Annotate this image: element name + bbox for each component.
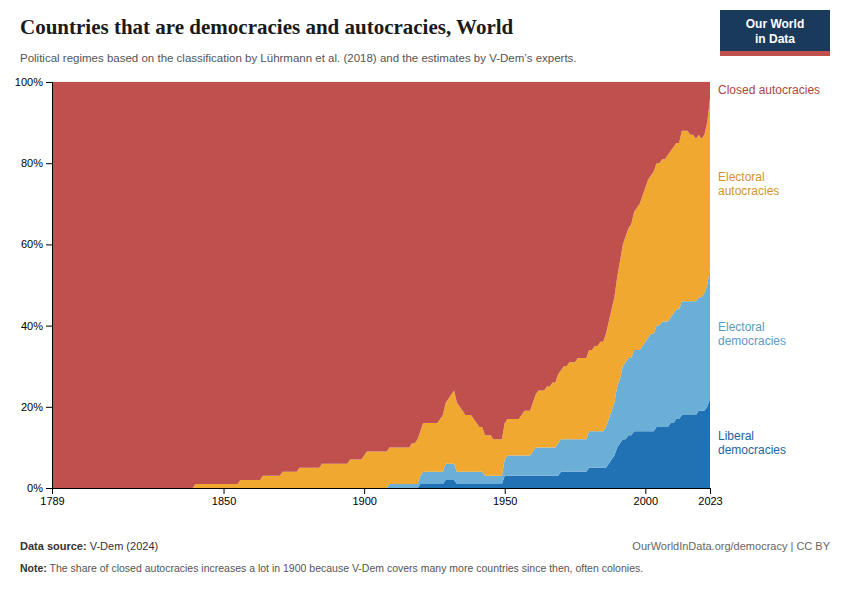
logo-text: Our World	[746, 17, 804, 31]
series-label: Closed autocracies	[718, 83, 820, 97]
tick: 0%	[27, 482, 52, 494]
tick: 40%	[21, 320, 52, 332]
tick: 80%	[21, 157, 52, 169]
tick-label: 1950	[493, 495, 517, 507]
annotation-part: V-Dem (2024)	[87, 540, 159, 552]
series-label-line: Electoral	[718, 320, 765, 334]
plot-area	[52, 82, 710, 488]
series-label-line: democracies	[718, 334, 786, 348]
x-axis: 1789 1850 1900 1950 2000 2023	[40, 488, 722, 507]
annotation-part: Note:	[20, 562, 47, 574]
tick-label: 0%	[27, 482, 43, 494]
annotation-part: The share of closed autocracies increase…	[47, 562, 643, 574]
axis-line	[53, 489, 711, 495]
axis-line	[46, 83, 53, 489]
tick-mark	[46, 488, 52, 489]
series-labels: LiberaldemocraciesElectoraldemocraciesEl…	[718, 83, 820, 457]
annotation-part: Data source:	[20, 540, 87, 552]
tick-mark	[46, 326, 52, 327]
tick-mark	[710, 488, 711, 494]
series-label-line: autocracies	[718, 184, 779, 198]
chart: Countries that are democracies and autoc…	[0, 0, 850, 600]
tick-label: 1850	[212, 495, 236, 507]
title: Countries that are democracies and autoc…	[20, 15, 514, 39]
tick-label: 2023	[698, 495, 722, 507]
logo-strip	[720, 51, 830, 56]
tick-label: 1900	[352, 495, 376, 507]
tick-mark	[46, 163, 52, 164]
tick-mark	[505, 488, 506, 494]
tick-label: 60%	[21, 238, 43, 250]
tick: 1950	[493, 488, 517, 507]
tick-label: 20%	[21, 401, 43, 413]
tick-mark	[46, 407, 52, 408]
series-label-line: Liberal	[718, 429, 754, 443]
source: Data source: V-Dem (2024)	[20, 540, 158, 552]
series-label-line: Closed autocracies	[718, 83, 820, 97]
tick: 20%	[21, 401, 52, 413]
tick: 2000	[634, 488, 658, 507]
subtitle: Political regimes based on the classific…	[20, 52, 577, 64]
tick: 1850	[212, 488, 236, 507]
tick: 1900	[352, 488, 376, 507]
tick-mark	[46, 244, 52, 245]
series-label: Liberaldemocracies	[718, 429, 786, 457]
tick-label: 100%	[15, 76, 43, 88]
tick: 2023	[698, 488, 722, 507]
y-axis: 0% 20% 40% 60% 80% 100%	[15, 76, 53, 494]
grid	[52, 82, 710, 488]
note: Note: The share of closed autocracies in…	[20, 562, 643, 574]
tick: 60%	[21, 238, 52, 250]
series-label: Electoralautocracies	[718, 170, 779, 198]
tick-label: 40%	[21, 320, 43, 332]
logo-box	[720, 10, 830, 56]
tick: 100%	[15, 76, 52, 88]
series-label: Electoraldemocracies	[718, 320, 786, 348]
tick-mark	[364, 488, 365, 494]
tick-mark	[645, 488, 646, 494]
tick-label: 2000	[634, 495, 658, 507]
url: OurWorldInData.org/democracy | CC BY	[632, 540, 830, 552]
series-label-line: Electoral	[718, 170, 765, 184]
logo: Our Worldin Data	[720, 10, 830, 56]
tick: 1789	[40, 488, 64, 507]
tick-mark	[224, 488, 225, 494]
logo-text: in Data	[755, 32, 795, 46]
tick-label: 1789	[40, 495, 64, 507]
area	[52, 82, 710, 488]
series-label-line: democracies	[718, 443, 786, 457]
tick-label: 80%	[21, 157, 43, 169]
tick-mark	[46, 82, 52, 83]
